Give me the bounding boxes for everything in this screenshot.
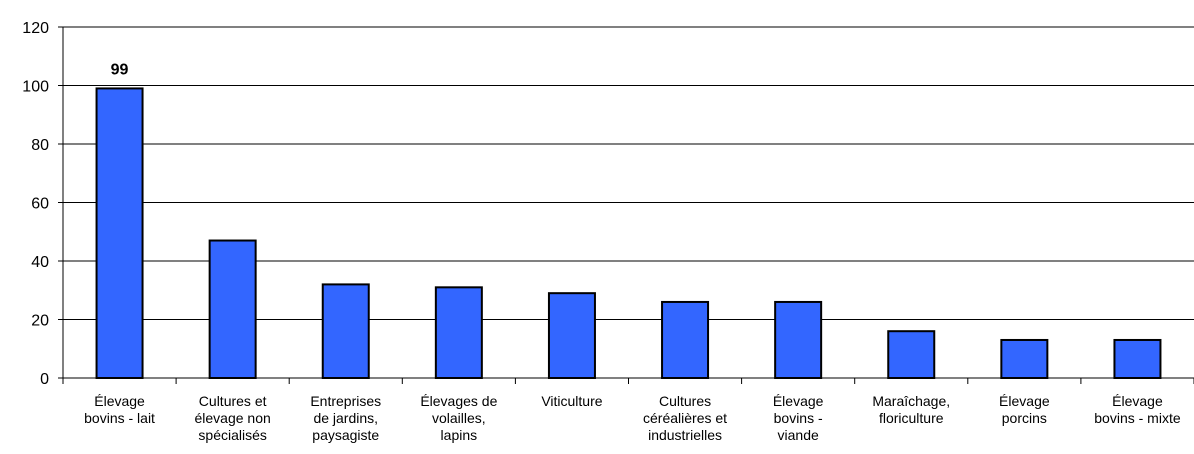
y-tick-label: 100 — [22, 79, 49, 96]
x-tick-label-line: Viticulture — [541, 393, 602, 409]
x-tick-label: Élevage bovins -viande — [773, 393, 824, 443]
y-tick-label: 0 — [40, 371, 49, 388]
y-tick-label: 40 — [31, 254, 49, 271]
x-tick-label: Cultures et élevage non spécialisés — [195, 393, 271, 443]
x-tick-label-line: floriculture — [879, 410, 944, 426]
bar — [1000, 338, 1049, 380]
bar — [434, 286, 483, 380]
x-tick-label-line: Élevage — [1112, 393, 1163, 409]
x-tick-label-line: Maraîchage, — [872, 393, 950, 409]
x-tick-label-line: bovins - lait — [84, 410, 155, 426]
x-tick-label-line: Élevage — [773, 393, 824, 409]
x-tick-label-line: spécialisés — [198, 427, 266, 443]
bars — [95, 87, 1162, 380]
bar — [1113, 338, 1162, 380]
y-tick-label: 20 — [31, 313, 49, 330]
x-tick-label-line: paysagiste — [312, 427, 379, 443]
x-tick-label: Élevage porcins — [999, 393, 1050, 426]
bar — [547, 292, 596, 379]
x-tick-label: Maraîchage, floriculture — [872, 393, 950, 426]
x-tick-label-line: Élevage — [999, 393, 1050, 409]
x-tick-label-line: industrielles — [648, 427, 722, 443]
x-tick-label: Cultures céréalières et industrielles — [643, 393, 727, 443]
x-tick-label-line: lapins — [441, 427, 478, 443]
x-tick-label-line: viande — [778, 427, 819, 443]
x-tick-label-line: bovins - — [774, 410, 823, 426]
data-label: 99 — [111, 61, 129, 78]
bar — [774, 300, 823, 380]
x-tick-label-line: Entreprises — [310, 393, 381, 409]
x-tick-label-line: porcins — [1002, 410, 1047, 426]
x-tick-label: Élevage bovins - lait — [84, 393, 155, 426]
x-tick-label-line: de jardins, — [313, 410, 378, 426]
x-tick-label-line: élevage non — [195, 410, 271, 426]
y-tick-label: 80 — [31, 137, 49, 154]
bar — [321, 283, 370, 379]
x-tick-label: Élevages de volailles, lapins — [420, 393, 497, 443]
y-tick-label: 120 — [22, 20, 49, 37]
x-tick-label: Élevage bovins - mixte — [1094, 393, 1181, 426]
bar — [661, 300, 710, 380]
y-tick-label: 60 — [31, 196, 49, 213]
x-tick-label-line: Cultures — [659, 393, 711, 409]
x-tick-label-line: Cultures et — [199, 393, 267, 409]
x-tick-label-line: Élevages de — [420, 393, 497, 409]
x-tick-label-line: Élevage — [94, 393, 145, 409]
bar — [95, 87, 144, 380]
x-tick-label-line: bovins - mixte — [1094, 410, 1181, 426]
x-tick-label-line: céréalières et — [643, 410, 727, 426]
axes — [58, 26, 1194, 384]
x-tick-label: Viticulture — [541, 393, 602, 409]
bar — [208, 239, 257, 379]
x-tick-label: Entreprises de jardins, paysagiste — [310, 393, 381, 443]
bar — [887, 330, 936, 380]
x-tick-label-line: volailles, — [432, 410, 486, 426]
